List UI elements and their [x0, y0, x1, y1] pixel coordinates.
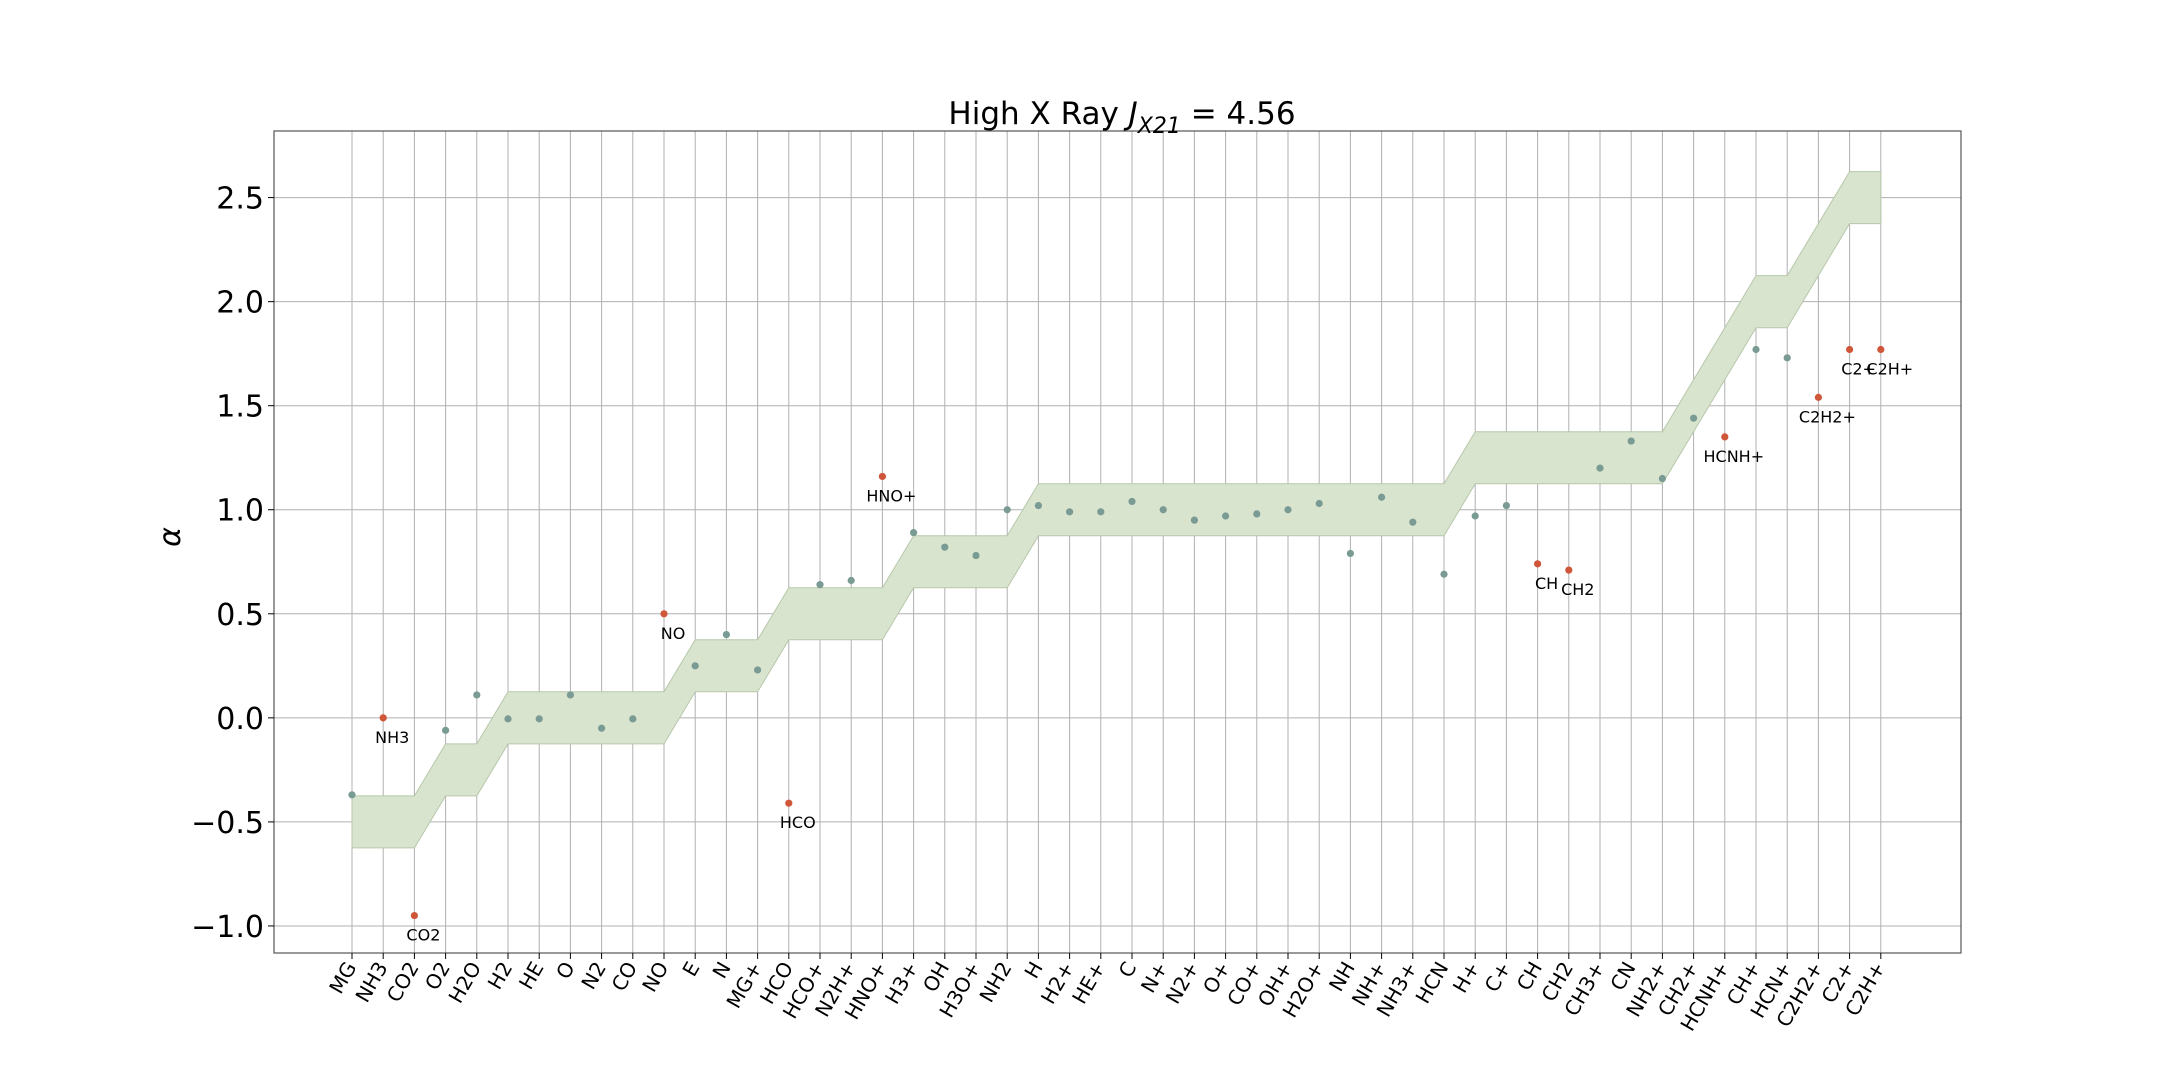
data-point: [1066, 508, 1074, 516]
data-point: [1409, 518, 1417, 526]
data-point: [1627, 437, 1635, 445]
data-point: [1440, 570, 1448, 578]
outlier-point: [1534, 560, 1542, 568]
data-point: [1222, 512, 1230, 520]
y-tick-label: 0.0: [216, 702, 264, 737]
y-tick-label: −1.0: [191, 910, 264, 945]
data-point: [1003, 506, 1011, 514]
chart-title-rest: = 4.56: [1181, 96, 1296, 132]
y-tick-label: 2.5: [216, 182, 264, 217]
data-point: [1471, 512, 1479, 520]
data-point: [504, 715, 512, 723]
data-point: [1097, 508, 1105, 516]
data-point: [535, 715, 543, 723]
data-point: [1658, 474, 1666, 483]
data-point: [816, 581, 824, 589]
data-point: [941, 543, 949, 551]
data-point: [972, 551, 980, 560]
outlier-label: CH: [1535, 574, 1558, 593]
data-point: [1284, 506, 1292, 514]
outlier-point: [878, 472, 887, 481]
chart-title: High X Ray JX21 = 4.56: [948, 96, 1295, 139]
outlier-point: [1877, 345, 1885, 354]
y-tick-label: 1.0: [216, 494, 264, 529]
data-point: [847, 576, 855, 585]
data-point: [442, 726, 450, 734]
data-point: [1752, 345, 1760, 354]
chart-title-prefix: High X Ray: [948, 96, 1128, 132]
data-point: [1315, 499, 1323, 508]
data-point: [566, 691, 575, 699]
data-point: [1253, 510, 1261, 518]
outlier-label: HCNH+: [1703, 447, 1764, 466]
outlier-point: [379, 714, 387, 722]
data-point: [1159, 506, 1167, 514]
data-point: [1128, 497, 1136, 506]
outlier-point: [660, 610, 668, 618]
outlier-label: NH3: [375, 728, 409, 747]
outlier-label: C2H2+: [1799, 407, 1856, 426]
outlier-label: HNO+: [866, 486, 916, 505]
data-point: [1783, 354, 1791, 362]
data-point: [910, 529, 918, 537]
outlier-point: [1721, 433, 1729, 441]
data-point: [1502, 501, 1510, 510]
data-point: [598, 724, 606, 732]
outlier-point: [410, 911, 418, 920]
outlier-label: C2+: [1841, 360, 1876, 379]
y-tick-label: 1.5: [216, 390, 264, 425]
y-tick-label: −0.5: [191, 806, 264, 841]
y-tick-label: 0.5: [216, 598, 264, 633]
outlier-point: [1814, 393, 1822, 401]
outlier-point: [785, 799, 793, 807]
data-point: [1034, 501, 1042, 510]
plot-frame: [273, 130, 1962, 954]
outlier-label: HCO: [780, 813, 816, 832]
data-point: [1346, 549, 1354, 558]
outlier-point: [1565, 566, 1573, 574]
chart-title-sub: X21: [1137, 114, 1181, 139]
data-point: [473, 691, 481, 699]
outlier-label: NO: [661, 624, 686, 643]
data-point: [691, 662, 699, 670]
outlier-point: [1846, 345, 1854, 354]
expected-band: [351, 171, 1882, 849]
data-point: [629, 715, 637, 723]
data-point: [348, 791, 356, 799]
y-tick-label: 2.0: [216, 286, 264, 321]
data-point: [754, 666, 762, 674]
y-axis-label: α: [153, 527, 188, 547]
data-point: [1690, 414, 1698, 422]
outlier-label: CH2: [1561, 580, 1594, 599]
outlier-label: CO2: [406, 926, 440, 945]
data-point: [722, 631, 731, 639]
outlier-label: C2H+: [1866, 360, 1913, 379]
data-point: [1378, 493, 1386, 501]
data-point: [1596, 464, 1604, 472]
data-point: [1190, 516, 1198, 524]
